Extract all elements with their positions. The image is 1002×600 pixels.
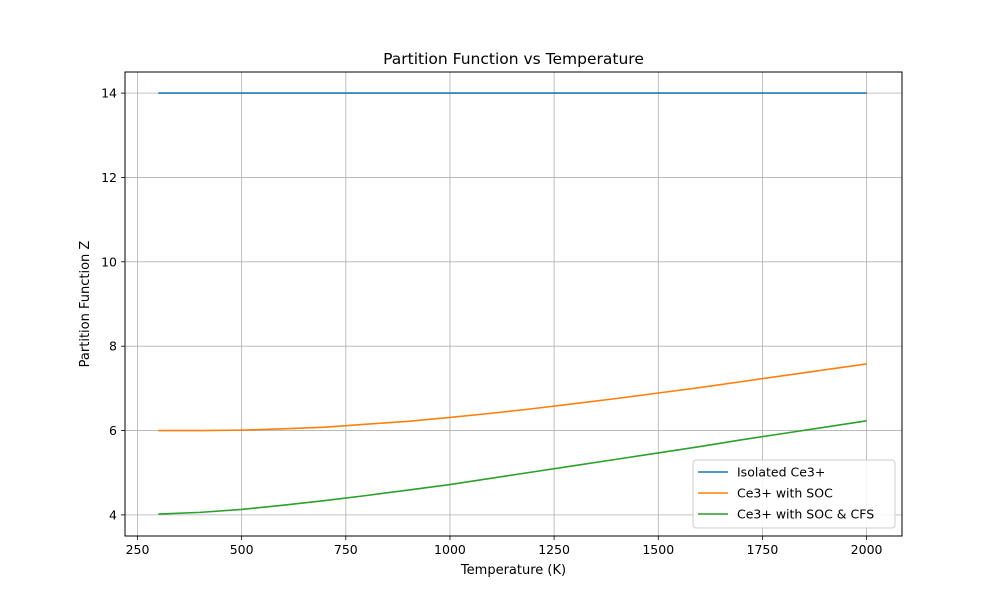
y-tick-label: 6: [109, 423, 117, 438]
legend-box: [692, 459, 896, 529]
series-lines: [158, 92, 867, 515]
y-tick-label: 12: [101, 170, 117, 185]
x-tick-label: 1500: [642, 542, 674, 557]
chart-title: Partition Function vs Temperature: [383, 50, 644, 68]
axis-ticks: 250 500 750 1000 1250 1500 1750 2000 4 6 8 10 12 14: [101, 86, 882, 557]
y-tick-label: 8: [109, 339, 117, 354]
x-tick-label: 2000: [851, 542, 883, 557]
legend-label-1: Isolated Ce3+: [737, 465, 825, 480]
x-tick-label: 1750: [747, 542, 779, 557]
plot-frame: [124, 71, 903, 537]
x-tick-label: 750: [334, 542, 358, 557]
x-tick-label: 250: [126, 542, 150, 557]
y-tick-label: 14: [101, 86, 117, 101]
series-line-2: [158, 363, 867, 432]
legend-label-3: Ce3+ with SOC & CFS: [737, 507, 874, 522]
legend-label-2: Ce3+ with SOC: [737, 486, 833, 501]
y-tick-label: 4: [109, 507, 117, 522]
series-line-3: [158, 420, 867, 515]
legend: Isolated Ce3+ Ce3+ with SOC Ce3+ with SOC …: [692, 459, 896, 529]
x-axis-label: Temperature (K): [460, 563, 566, 578]
y-axis-label: Partition Function Z: [78, 241, 93, 368]
x-tick-label: 500: [230, 542, 254, 557]
x-tick-label: 1000: [434, 542, 466, 557]
x-tick-label: 1250: [538, 542, 570, 557]
y-tick-label: 10: [101, 254, 117, 269]
